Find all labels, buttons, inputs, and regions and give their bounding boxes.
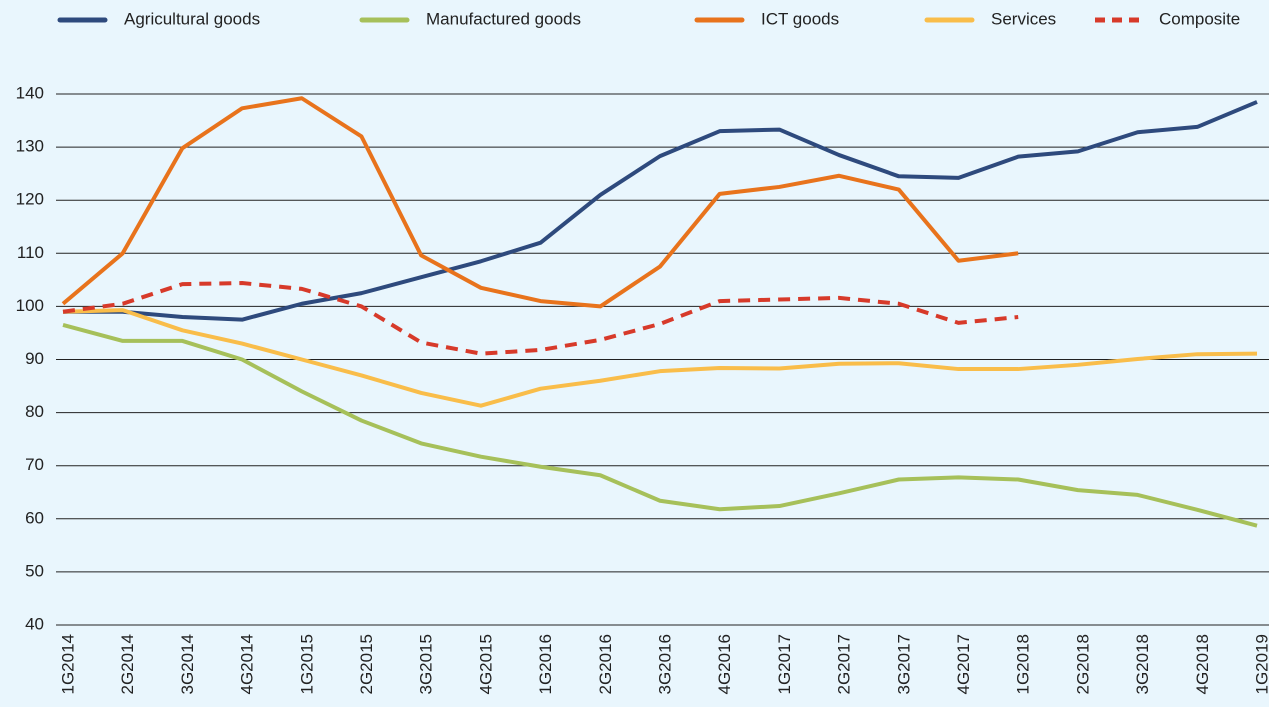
legend-label: Manufactured goods [426,9,581,28]
x-tick-label: 3G2015 [417,634,436,695]
y-tick-label: 40 [25,614,44,633]
x-tick-label: 1G2017 [775,634,794,695]
line-series [62,323,1258,528]
line-series [62,281,1019,356]
x-tick-label: 1G2015 [297,634,316,695]
legend-label: Agricultural goods [124,9,260,28]
x-tick-label: 1G2018 [1014,634,1033,695]
x-tick-label: 1G2019 [1252,634,1269,695]
line-series [62,308,1258,408]
legend-label: Composite [1159,9,1240,28]
y-tick-label: 140 [16,83,44,102]
x-tick-label: 2G2015 [357,634,376,695]
y-tick-label: 50 [25,561,44,580]
x-tick-label: 4G2014 [238,634,257,695]
legend-label: Services [991,9,1056,28]
x-tick-label: 4G2015 [476,634,495,695]
legend-label: ICT goods [761,9,839,28]
x-tick-label: 1G2014 [58,634,77,695]
y-tick-label: 130 [16,137,44,156]
y-tick-label: 60 [25,508,44,527]
x-tick-label: 3G2017 [894,634,913,695]
x-tick-label: 4G2018 [1193,634,1212,695]
x-tick-label: 2G2017 [835,634,854,695]
y-tick-label: 70 [25,455,44,474]
y-tick-label: 80 [25,402,44,421]
y-tick-label: 110 [17,243,44,262]
x-tick-label: 2G2014 [118,634,137,695]
y-tick-label: 120 [16,190,44,209]
x-tick-label: 2G2018 [1073,634,1092,695]
x-tick-label: 4G2017 [954,634,973,695]
x-tick-label: 1G2016 [536,634,555,695]
x-tick-label: 3G2014 [178,634,197,695]
y-tick-label: 90 [25,349,44,368]
line-series [63,100,1258,322]
x-tick-label: 3G2018 [1133,634,1152,695]
y-tick-label: 100 [16,296,44,315]
x-tick-label: 3G2016 [655,634,674,695]
x-tick-label: 4G2016 [715,634,734,695]
line-series [61,96,1019,309]
x-tick-label: 2G2016 [596,634,615,695]
